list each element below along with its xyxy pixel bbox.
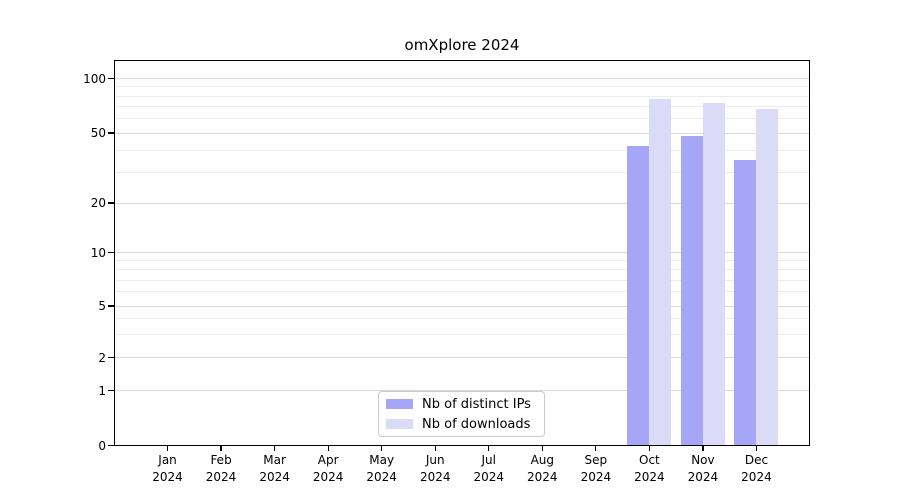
bar-distinct-ips	[734, 160, 757, 446]
x-tick-label: Nov 2024	[667, 452, 739, 486]
x-tick-mark	[327, 446, 329, 451]
y-tick-label: 2	[98, 350, 106, 365]
gridline-minor	[114, 269, 810, 271]
x-tick-mark	[220, 446, 222, 451]
x-tick-year: 2024	[366, 470, 397, 484]
y-tick-label: 5	[98, 299, 106, 313]
x-tick-label: Aug 2024	[506, 452, 578, 486]
gridline-minor	[114, 118, 810, 120]
x-tick-mark	[166, 446, 169, 451]
x-tick-label: Sep 2024	[560, 452, 632, 486]
gridline-major	[114, 305, 810, 307]
gridline-major	[114, 252, 810, 254]
y-tick-label: 0	[98, 438, 106, 453]
y-tick-mark	[108, 356, 114, 359]
legend-item-distinct-ips: Nb of distinct IPs	[386, 396, 544, 413]
y-tick-mark	[108, 132, 114, 134]
x-tick-label: Jul 2024	[453, 452, 525, 486]
y-tick-label: 20	[90, 196, 106, 210]
legend: Nb of distinct IPs Nb of downloads	[378, 391, 545, 437]
y-tick-label: 10	[90, 245, 106, 260]
y-tick-label: 50	[90, 126, 106, 140]
y-tick-mark	[108, 305, 114, 307]
gridline-minor	[114, 318, 810, 320]
gridline-minor	[114, 260, 810, 262]
gridline-minor	[114, 106, 810, 108]
y-tick-label: 100	[83, 71, 106, 86]
bar-distinct-ips	[627, 146, 650, 446]
x-tick-label: Dec 2024	[720, 452, 792, 486]
legend-item-downloads: Nb of downloads	[386, 416, 544, 433]
x-tick-mark	[702, 446, 704, 451]
x-tick-year: 2024	[312, 470, 344, 484]
x-tick-year: 2024	[741, 470, 772, 484]
legend-label-downloads: Nb of downloads	[422, 416, 531, 432]
y-tick-mark	[108, 444, 114, 447]
x-tick-mark	[274, 446, 276, 451]
x-tick-label: Oct 2024	[613, 452, 685, 486]
bar-downloads	[756, 108, 779, 446]
x-tick-label: Feb 2024	[185, 452, 257, 486]
gridline-minor	[114, 334, 810, 336]
x-tick-year: 2024	[634, 470, 665, 484]
x-tick-year: 2024	[687, 470, 719, 484]
x-tick-year: 2024	[152, 470, 183, 484]
x-tick-year: 2024	[580, 470, 612, 484]
bar-downloads	[702, 103, 725, 446]
x-tick-year: 2024	[259, 470, 290, 484]
bar-distinct-ips	[680, 136, 703, 446]
x-tick-year: 2024	[205, 470, 237, 484]
gridline-minor	[114, 149, 810, 151]
y-tick-mark	[108, 78, 114, 80]
x-tick-mark	[648, 446, 650, 451]
x-tick-year: 2024	[419, 470, 451, 484]
legend-label-distinct-ips: Nb of distinct IPs	[422, 396, 531, 412]
bar-downloads	[649, 99, 672, 446]
y-tick-mark	[108, 389, 114, 392]
gridline-minor	[114, 171, 810, 173]
chart-title: omXplore 2024	[404, 36, 520, 54]
gridline-minor	[114, 86, 810, 88]
x-tick-mark	[541, 446, 543, 451]
y-tick-label: 1	[98, 383, 106, 398]
gridline-minor	[114, 95, 810, 97]
x-tick-mark	[755, 446, 758, 451]
y-tick-mark	[108, 252, 114, 254]
gridline-minor	[114, 279, 810, 281]
gridline-major	[114, 390, 810, 391]
gridline-minor	[114, 291, 810, 293]
x-tick-label: Apr 2024	[292, 452, 364, 486]
x-tick-label: Jun 2024	[399, 452, 471, 486]
x-tick-label: Mar 2024	[239, 452, 311, 486]
y-tick-mark	[108, 202, 114, 204]
x-tick-mark	[488, 446, 490, 451]
gridline-major	[114, 78, 810, 80]
gridline-major	[114, 202, 810, 204]
x-tick-mark	[434, 446, 436, 451]
gridline-major	[114, 357, 810, 358]
x-tick-year: 2024	[527, 470, 558, 484]
x-tick-year: 2024	[473, 470, 505, 484]
x-tick-mark	[381, 446, 383, 451]
legend-swatch-distinct-ips	[386, 399, 413, 409]
x-tick-label: Jan 2024	[132, 452, 204, 486]
x-tick-mark	[595, 446, 597, 451]
legend-swatch-downloads	[386, 419, 413, 429]
x-tick-label: May 2024	[346, 452, 418, 486]
gridline-major	[114, 132, 810, 134]
